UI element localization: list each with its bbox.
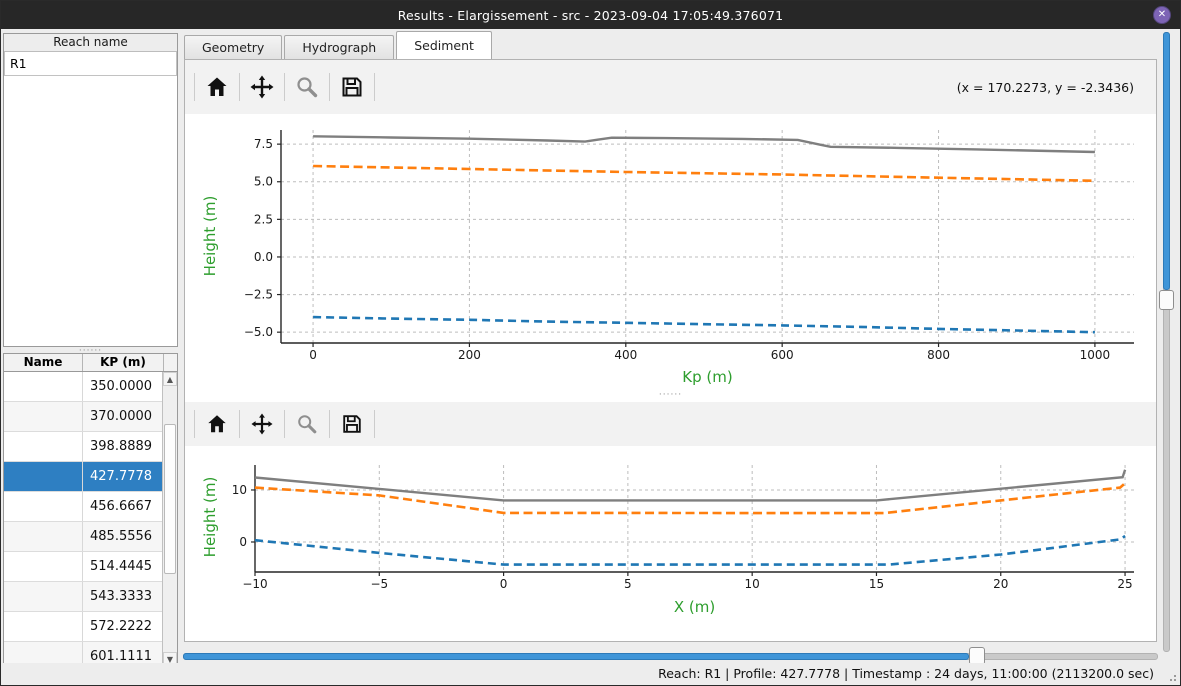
profile-table-scrollbar[interactable]: ▲ ▼ <box>162 372 177 666</box>
reach-list-item[interactable]: R1 <box>4 52 177 76</box>
tabbar: Geometry Hydrograph Sediment <box>184 31 494 59</box>
save-icon[interactable] <box>339 411 365 437</box>
close-icon[interactable]: ✕ <box>1153 6 1171 24</box>
table-row[interactable]: 370.0000 <box>4 402 164 432</box>
timestamp-slider-fill <box>183 653 969 660</box>
svg-text:10: 10 <box>745 577 760 591</box>
statusbar: Reach: R1 | Profile: 427.7778 | Timestam… <box>1 663 1180 685</box>
scroll-up-icon[interactable]: ▲ <box>163 372 177 386</box>
pan-icon[interactable] <box>249 411 275 437</box>
status-text: Reach: R1 | Profile: 427.7778 | Timestam… <box>658 666 1154 681</box>
svg-text:15: 15 <box>869 577 884 591</box>
svg-text:7.5: 7.5 <box>254 137 273 151</box>
chart1-toolbar: (x = 170.2273, y = -2.3436) <box>185 60 1156 114</box>
svg-text:0: 0 <box>309 348 317 362</box>
vertical-slider[interactable] <box>1159 32 1175 652</box>
tab-hydrograph[interactable]: Hydrograph <box>284 35 395 59</box>
svg-text:−5.0: −5.0 <box>244 325 273 339</box>
sediment-tab-content: (x = 170.2273, y = -2.3436) 0 200 400 600 80… <box>184 59 1157 642</box>
chart1-canvas[interactable]: 0 200 400 600 800 1000 7.5 5.0 2.5 0.0 −2.5 −5.0 Kp … <box>185 114 1156 392</box>
svg-text:25: 25 <box>1117 577 1132 591</box>
svg-text:−5: −5 <box>370 577 388 591</box>
longitudinal-profile-chart[interactable]: 0 200 400 600 800 1000 7.5 5.0 2.5 0.0 −2.5 −5.0 Kp … <box>185 114 1156 392</box>
resize-grip[interactable] <box>1166 671 1176 681</box>
svg-text:2.5: 2.5 <box>254 212 273 226</box>
svg-text:5.0: 5.0 <box>254 175 273 189</box>
svg-text:−10: −10 <box>242 577 267 591</box>
column-header-name[interactable]: Name <box>4 354 83 371</box>
table-row[interactable]: 514.4445 <box>4 552 164 582</box>
profile-table-body: 350.0000 370.0000 398.8889 427.7778 456.6667… <box>4 372 164 666</box>
table-row[interactable]: 543.3333 <box>4 582 164 612</box>
reach-name-header: Reach name <box>4 34 177 52</box>
cross-section-chart[interactable]: −10 −5 0 5 10 15 20 25 10 0 X (m) Height (m) <box>185 446 1156 641</box>
cursor-coordinates: (x = 170.2273, y = -2.3436) <box>956 79 1134 95</box>
gray-solid-line <box>254 469 1127 502</box>
titlebar: Results - Elargissement - src - 2023-09-… <box>1 1 1180 29</box>
column-header-kp[interactable]: KP (m) <box>83 354 164 371</box>
svg-text:10: 10 <box>232 483 247 497</box>
timestamp-slider[interactable] <box>183 647 1158 665</box>
table-row[interactable]: 427.7778 <box>4 462 164 492</box>
profile-table-header: Name KP (m) <box>4 354 177 372</box>
svg-text:0.0: 0.0 <box>254 250 273 264</box>
save-icon[interactable] <box>339 74 365 100</box>
zoom-icon[interactable] <box>294 74 320 100</box>
tab-sediment[interactable]: Sediment <box>396 31 492 59</box>
table-row[interactable]: 485.5556 <box>4 522 164 552</box>
svg-text:600: 600 <box>771 348 794 362</box>
table-row[interactable]: 601.1111 <box>4 642 164 666</box>
svg-text:0: 0 <box>500 577 508 591</box>
svg-text:5: 5 <box>624 577 632 591</box>
chart2-toolbar <box>185 402 1156 446</box>
sidebar: Reach name R1 ······ Name KP (m) 350.000… <box>3 31 179 685</box>
table-row[interactable]: 456.6667 <box>4 492 164 522</box>
zoom-icon[interactable] <box>294 411 320 437</box>
orange-dashed-line <box>254 482 1126 515</box>
svg-text:−2.5: −2.5 <box>244 288 273 302</box>
svg-text:20: 20 <box>993 577 1008 591</box>
reach-name-panel: Reach name R1 <box>3 33 178 347</box>
svg-text:800: 800 <box>927 348 950 362</box>
y-axis-label: Height (m) <box>201 477 219 558</box>
orange-dashed-line <box>313 164 1095 183</box>
svg-text:400: 400 <box>614 348 637 362</box>
sidebar-splitter-handle[interactable]: ······ <box>78 346 103 356</box>
x-axis-label: Kp (m) <box>682 368 732 386</box>
vertical-slider-fill <box>1163 32 1170 290</box>
home-icon[interactable] <box>204 74 230 100</box>
blue-dashed-line <box>313 315 1095 334</box>
gray-solid-line <box>313 135 1095 154</box>
svg-text:0: 0 <box>239 535 247 549</box>
chart2-canvas[interactable]: −10 −5 0 5 10 15 20 25 10 0 X (m) Height (m) <box>185 446 1156 641</box>
y-axis-label: Height (m) <box>201 196 219 277</box>
table-row[interactable]: 350.0000 <box>4 372 164 402</box>
table-row[interactable]: 572.2222 <box>4 612 164 642</box>
x-axis-label: X (m) <box>674 598 715 616</box>
scrollbar-thumb[interactable] <box>164 424 176 574</box>
charts-splitter-handle[interactable]: ······ <box>185 391 1156 402</box>
profile-table: Name KP (m) 350.0000 370.0000 398.8889 427.… <box>3 353 178 667</box>
blue-dashed-line <box>254 534 1126 566</box>
vertical-slider-handle[interactable] <box>1159 290 1174 310</box>
home-icon[interactable] <box>204 411 230 437</box>
pan-icon[interactable] <box>249 74 275 100</box>
table-row[interactable]: 398.8889 <box>4 432 164 462</box>
svg-text:1000: 1000 <box>1080 348 1111 362</box>
svg-text:200: 200 <box>458 348 481 362</box>
window-title: Results - Elargissement - src - 2023-09-… <box>397 7 784 23</box>
tab-geometry[interactable]: Geometry <box>184 35 283 59</box>
